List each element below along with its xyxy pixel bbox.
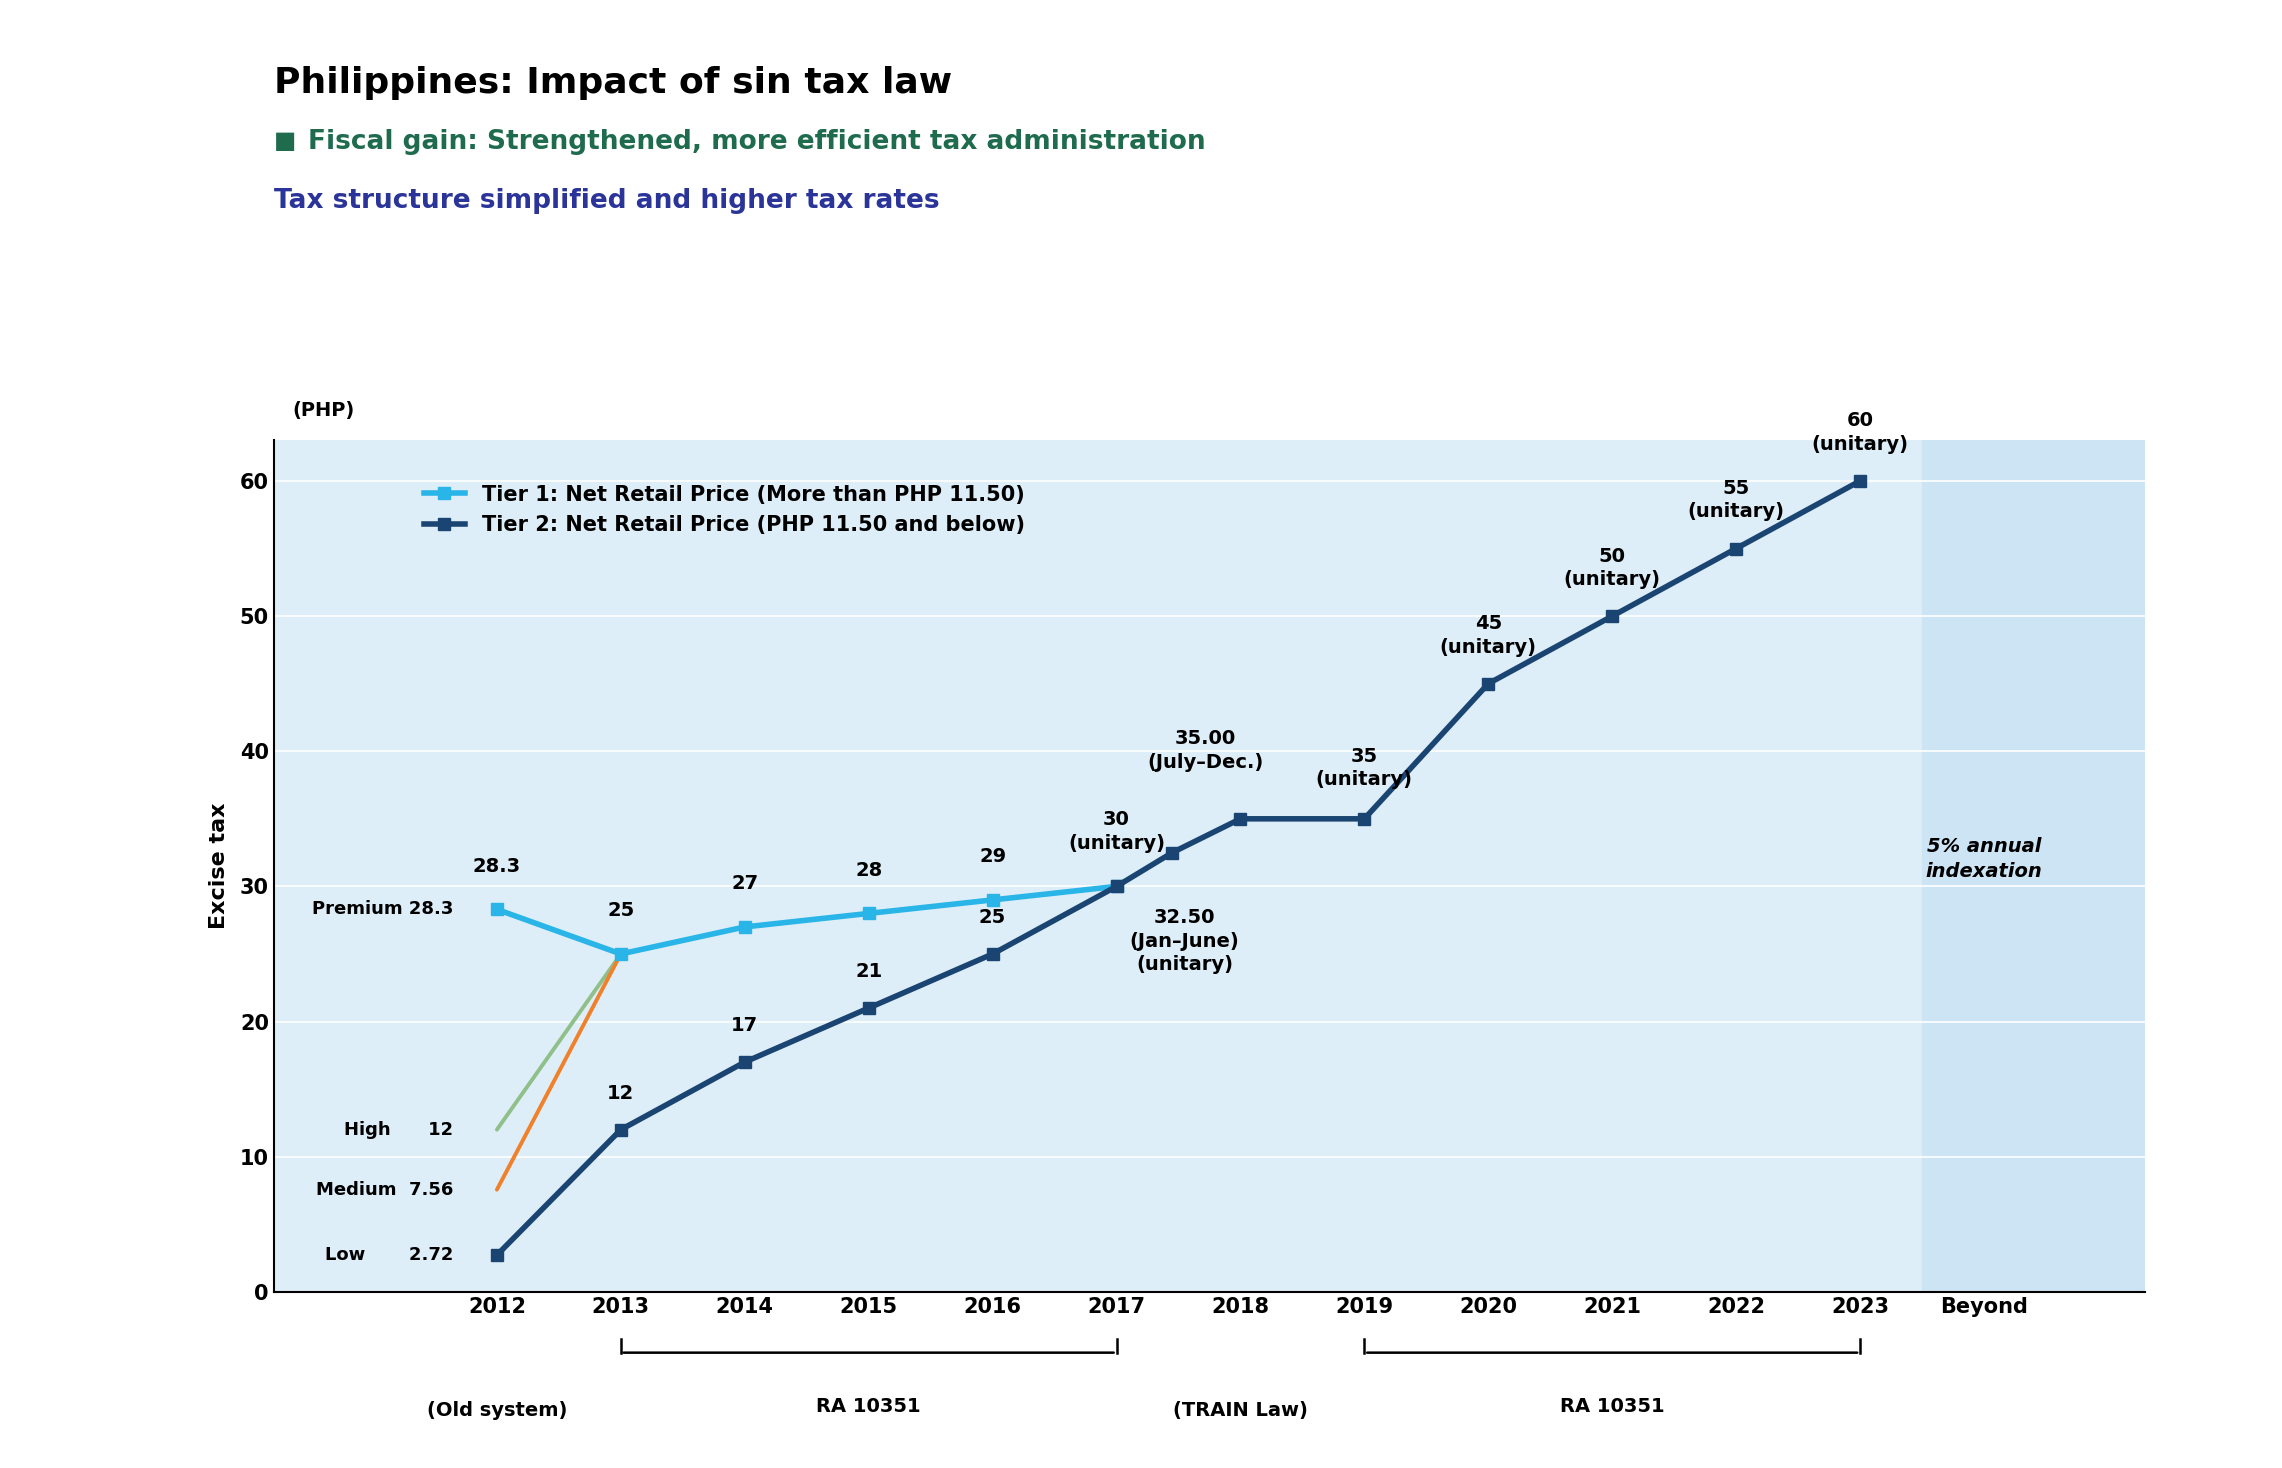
- Bar: [1921, 440, 2145, 1292]
- Text: (TRAIN Law): (TRAIN Law): [1173, 1402, 1308, 1421]
- Text: 28.3: 28.3: [472, 857, 520, 875]
- Text: 25: 25: [607, 901, 634, 920]
- Text: 12: 12: [607, 1083, 634, 1102]
- Text: (Old system): (Old system): [427, 1402, 568, 1421]
- Text: 55
(unitary): 55 (unitary): [1689, 479, 1785, 521]
- Legend: Tier 1: Net Retail Price (More than PHP 11.50), Tier 2: Net Retail Price (PHP 11: Tier 1: Net Retail Price (More than PHP …: [415, 476, 1034, 543]
- Text: RA 10351: RA 10351: [1561, 1398, 1664, 1417]
- Text: RA 10351: RA 10351: [817, 1398, 922, 1417]
- Text: 27: 27: [730, 873, 758, 893]
- Text: (PHP): (PHP): [292, 401, 354, 420]
- Text: 17: 17: [730, 1016, 758, 1035]
- Text: 50
(unitary): 50 (unitary): [1563, 546, 1661, 589]
- Text: 60
(unitary): 60 (unitary): [1812, 411, 1908, 454]
- Text: 5% annual
indexation: 5% annual indexation: [1926, 837, 2042, 881]
- Text: 35.00
(July–Dec.): 35.00 (July–Dec.): [1148, 730, 1264, 772]
- Text: 32.50
(Jan–June)
(unitary): 32.50 (Jan–June) (unitary): [1130, 909, 1239, 975]
- Text: 35
(unitary): 35 (unitary): [1317, 747, 1413, 790]
- Text: High      12: High 12: [345, 1120, 454, 1139]
- Text: Premium 28.3: Premium 28.3: [313, 900, 454, 919]
- Text: Philippines: Impact of sin tax law: Philippines: Impact of sin tax law: [274, 66, 952, 100]
- Text: Fiscal gain: Strengthened, more efficient tax administration: Fiscal gain: Strengthened, more efficien…: [308, 129, 1205, 156]
- Text: 21: 21: [856, 962, 883, 981]
- Y-axis label: Excise tax: Excise tax: [208, 803, 228, 929]
- Text: ■: ■: [274, 129, 304, 153]
- Text: Tax structure simplified and higher tax rates: Tax structure simplified and higher tax …: [274, 188, 940, 214]
- Text: 29: 29: [979, 847, 1006, 866]
- Text: 30
(unitary): 30 (unitary): [1068, 810, 1166, 853]
- Text: 45
(unitary): 45 (unitary): [1440, 614, 1536, 656]
- Text: Medium  7.56: Medium 7.56: [317, 1180, 454, 1199]
- Text: 28: 28: [856, 860, 883, 879]
- Text: Low       2.72: Low 2.72: [324, 1246, 454, 1264]
- Text: 25: 25: [979, 907, 1006, 926]
